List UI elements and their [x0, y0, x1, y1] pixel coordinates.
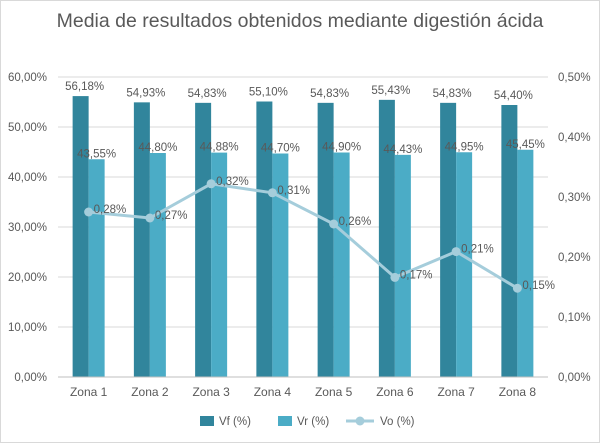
line-point — [329, 219, 339, 229]
y-right-tick-label: 0,20% — [558, 252, 591, 264]
legend: Vf (%) Vr (%) Vo (%) — [200, 416, 415, 428]
line-point — [145, 213, 155, 223]
data-label: 54,83% — [188, 88, 227, 100]
bar — [211, 152, 228, 377]
bar — [517, 149, 534, 377]
bar — [378, 99, 395, 377]
bar — [394, 154, 411, 377]
chart-title: Media de resultados obtenidos mediante d… — [56, 10, 544, 32]
y-right-tick-label: 0,40% — [558, 132, 591, 144]
data-label: 0,17% — [400, 269, 433, 281]
y-left-tick-label: 50,00% — [8, 122, 47, 134]
data-label: 44,43% — [383, 144, 422, 156]
bar — [272, 153, 289, 377]
axes: 0,00% 10,00% 20,00% 30,00% 40,00% 50,00% 60,00… — [8, 72, 591, 399]
data-label: 0,26% — [339, 216, 372, 228]
y-right-tick-label: 0,50% — [558, 72, 591, 84]
bar — [133, 102, 150, 377]
data-label: 55,43% — [371, 85, 410, 97]
x-tick-label: Zona 5 — [315, 385, 353, 399]
line-point — [206, 179, 216, 189]
bar — [317, 102, 334, 377]
bar-series — [72, 96, 534, 377]
data-label: 54,93% — [126, 87, 165, 99]
data-label: 54,83% — [433, 88, 472, 100]
data-label: 44,88% — [200, 142, 239, 154]
y-left-tick-label: 30,00% — [8, 222, 47, 234]
y-left-tick-label: 60,00% — [8, 72, 47, 84]
x-tick-label: Zona 6 — [376, 385, 414, 399]
y-right-tick-label: 0,30% — [558, 192, 591, 204]
legend-marker — [355, 416, 365, 426]
data-label: 44,70% — [261, 143, 300, 155]
data-labels: 56,18% 54,93% 54,83% 55,10% 54,83% 55,43% 54,8… — [65, 81, 555, 292]
legend-label: Vo (%) — [380, 416, 415, 428]
line-point — [267, 188, 277, 198]
data-label: 44,95% — [445, 141, 484, 153]
data-label: 0,28% — [94, 204, 127, 216]
data-label: 0,15% — [522, 280, 555, 292]
data-label: 0,21% — [461, 244, 494, 256]
series-line — [88, 182, 519, 290]
gridlines — [58, 76, 548, 378]
y-left-tick-label: 20,00% — [8, 272, 47, 284]
bar — [440, 102, 457, 377]
y-right-tick-label: 0,00% — [558, 372, 591, 384]
legend-label: Vr (%) — [297, 416, 329, 428]
bar — [333, 152, 350, 377]
data-label: 0,27% — [155, 210, 188, 222]
data-label: 44,90% — [322, 142, 361, 154]
x-tick-label: Zona 8 — [499, 385, 537, 399]
line-series — [84, 179, 522, 293]
y-left-tick-label: 0,00% — [14, 372, 47, 384]
legend-swatch — [200, 416, 214, 426]
line-point — [451, 247, 461, 257]
line-point — [390, 272, 400, 282]
y-right-tick-label: 0,10% — [558, 312, 591, 324]
data-label: 44,80% — [138, 142, 177, 154]
line-point — [512, 283, 522, 293]
data-label: 55,10% — [249, 87, 288, 99]
data-label: 56,18% — [65, 81, 104, 93]
legend-swatch — [278, 416, 292, 426]
data-label: 54,40% — [494, 90, 533, 102]
line-point — [84, 207, 94, 217]
bar — [501, 105, 518, 377]
bar — [256, 101, 273, 377]
data-label: 43,55% — [77, 148, 116, 160]
bar — [195, 102, 212, 377]
bar — [72, 96, 89, 377]
x-tick-label: Zona 4 — [254, 385, 292, 399]
data-label: 0,31% — [277, 185, 310, 197]
y-left-tick-label: 10,00% — [8, 322, 47, 334]
bar — [456, 152, 473, 377]
x-tick-label: Zona 7 — [437, 385, 475, 399]
x-tick-label: Zona 2 — [131, 385, 169, 399]
x-tick-label: Zona 1 — [70, 385, 108, 399]
bar — [88, 159, 105, 377]
data-label: 45,45% — [506, 139, 545, 151]
legend-label: Vf (%) — [219, 416, 251, 428]
x-tick-label: Zona 3 — [192, 385, 230, 399]
bar — [149, 153, 166, 377]
data-label: 54,83% — [310, 88, 349, 100]
data-label: 0,32% — [216, 176, 249, 188]
y-left-tick-label: 40,00% — [8, 172, 47, 184]
